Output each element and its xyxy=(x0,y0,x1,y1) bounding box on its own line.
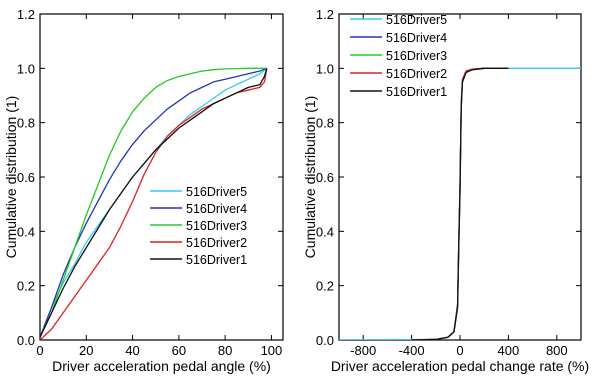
chart-panel-2: 0.0 0.2 0.4 0.6 0.8 1.0 1.2 -800 -400 0 400 800Driv… xyxy=(302,7,589,374)
y-tick-label: 0.6 xyxy=(316,170,334,185)
plot-frame xyxy=(39,13,284,341)
legend-label: 516Driver4 xyxy=(386,31,447,45)
y-tick-label: 0.8 xyxy=(17,116,35,131)
legend-label: 516Driver2 xyxy=(386,67,447,81)
y-axis-label: Cumulative distribution (1) xyxy=(3,96,19,259)
x-tick-label: 0 xyxy=(36,343,43,358)
y-axis-label: Cumulative distribution (1) xyxy=(302,96,318,259)
series-line-516driver4 xyxy=(40,67,268,338)
series-line-516driver1 xyxy=(411,67,509,340)
y-tick-label: 0.2 xyxy=(17,279,35,294)
legend: 516Driver5 516Driver4 516Driver3 516Driver2… xyxy=(350,13,447,99)
x-tick-label: 20 xyxy=(79,343,93,358)
x-tick-label: -400 xyxy=(399,343,425,358)
x-axis-label: Driver acceleration pedal angle (%) xyxy=(52,358,271,374)
y-tick-label: 0.4 xyxy=(316,224,334,239)
x-tick-label: 80 xyxy=(218,343,232,358)
x-tick-label: 100 xyxy=(261,343,283,358)
legend-label: 516Driver2 xyxy=(186,236,247,250)
chart-panel-1: 0.0 0.2 0.4 0.6 0.8 1.0 1.2 0 20 40 60 80 100Driver … xyxy=(3,7,284,374)
y-tick-label: 1.2 xyxy=(316,7,334,22)
plot-area xyxy=(339,67,581,340)
x-tick-label: 0 xyxy=(456,343,463,358)
x-tick-label: 400 xyxy=(498,343,520,358)
legend-label: 516Driver1 xyxy=(186,253,247,267)
y-tick-label: 1.2 xyxy=(17,7,35,22)
y-tick-label: 0.6 xyxy=(17,170,35,185)
plot-area xyxy=(40,67,268,340)
legend-label: 516Driver1 xyxy=(386,85,447,99)
y-tick-label: 0.2 xyxy=(316,279,334,294)
y-tick-label: 0.4 xyxy=(17,224,35,239)
legend-label: 516Driver3 xyxy=(186,219,247,233)
y-tick-label: 0.0 xyxy=(17,333,35,348)
legend-label: 516Driver5 xyxy=(386,13,447,27)
x-tick-label: 60 xyxy=(172,343,186,358)
x-tick-label: 40 xyxy=(125,343,139,358)
legend-label: 516Driver5 xyxy=(186,185,247,199)
series-line-516driver1 xyxy=(40,68,268,338)
legend: 516Driver5 516Driver4 516Driver3 516Driver2… xyxy=(150,185,247,267)
legend-label: 516Driver3 xyxy=(386,49,447,63)
y-tick-label: 0.8 xyxy=(316,116,334,131)
x-axis-label: Driver acceleration pedal change rate (%… xyxy=(331,358,589,374)
legend-label: 516Driver4 xyxy=(186,202,247,216)
x-tick-label: -800 xyxy=(350,343,376,358)
x-tick-label: 800 xyxy=(546,343,568,358)
y-tick-label: 0.0 xyxy=(316,333,334,348)
series-line-516driver3 xyxy=(40,67,267,338)
y-tick-label: 1.0 xyxy=(17,61,35,76)
y-tick-label: 1.0 xyxy=(316,61,334,76)
